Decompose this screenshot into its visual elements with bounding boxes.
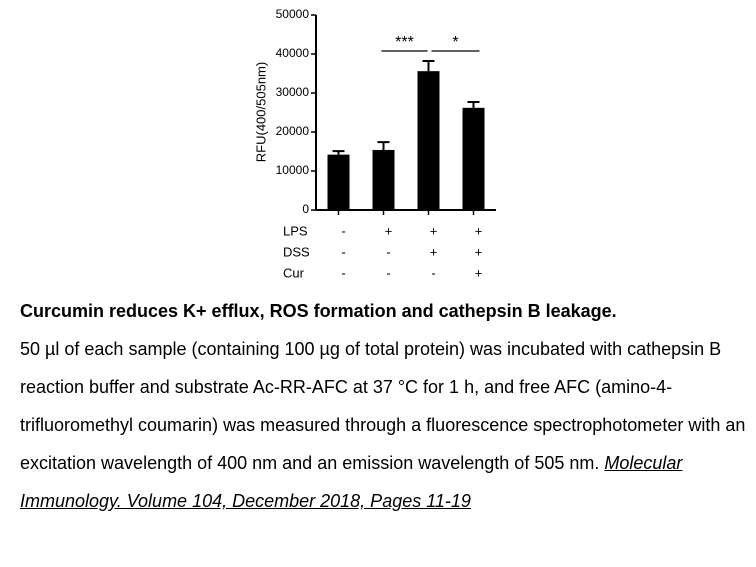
error-bar bbox=[422, 60, 435, 72]
chart: RFU(400/505nm) 0 10000 20000 30000 40000 5000… bbox=[253, 7, 496, 280]
citation-link[interactable]: Molecular Immunology. Volume 104, Decemb… bbox=[20, 453, 683, 511]
treatment-sign: - bbox=[341, 223, 345, 238]
treatment-sign: - bbox=[386, 265, 390, 280]
y-axis-label: RFU(400/505nm) bbox=[253, 62, 268, 162]
significance-label: *** bbox=[395, 34, 414, 51]
treatment-sign: + bbox=[475, 223, 483, 238]
treatment-sign: + bbox=[385, 223, 393, 238]
y-tick-label: 10000 bbox=[276, 163, 310, 177]
treatment-sign: - bbox=[386, 244, 390, 259]
y-tick-label: 20000 bbox=[276, 124, 310, 138]
bar bbox=[417, 71, 440, 210]
y-tick-label: 30000 bbox=[276, 85, 310, 99]
treatment-name: LPS bbox=[283, 223, 308, 238]
caption: Curcumin reduces K+ efflux, ROS formatio… bbox=[20, 292, 750, 520]
bar bbox=[462, 107, 485, 210]
treatment-sign: - bbox=[341, 265, 345, 280]
y-tick-label: 40000 bbox=[276, 46, 310, 60]
bar bbox=[327, 154, 350, 210]
y-tick-label: 0 bbox=[302, 202, 309, 216]
treatment-sign: + bbox=[430, 244, 438, 259]
treatment-name: DSS bbox=[283, 244, 310, 259]
treatment-sign: - bbox=[431, 265, 435, 280]
treatment-sign: + bbox=[475, 265, 483, 280]
error-bar bbox=[467, 100, 480, 108]
treatment-name: Cur bbox=[283, 265, 305, 280]
error-bar bbox=[377, 141, 390, 150]
treatment-sign: - bbox=[341, 244, 345, 259]
bar bbox=[372, 149, 395, 210]
y-tick-label: 50000 bbox=[276, 7, 310, 21]
error-bar bbox=[332, 150, 345, 155]
treatment-sign: + bbox=[475, 244, 483, 259]
caption-body: 50 µl of each sample (containing 100 µg … bbox=[20, 339, 746, 473]
caption-title: Curcumin reduces K+ efflux, ROS formatio… bbox=[20, 301, 617, 321]
treatment-sign: + bbox=[430, 223, 438, 238]
significance-label: * bbox=[452, 34, 458, 51]
